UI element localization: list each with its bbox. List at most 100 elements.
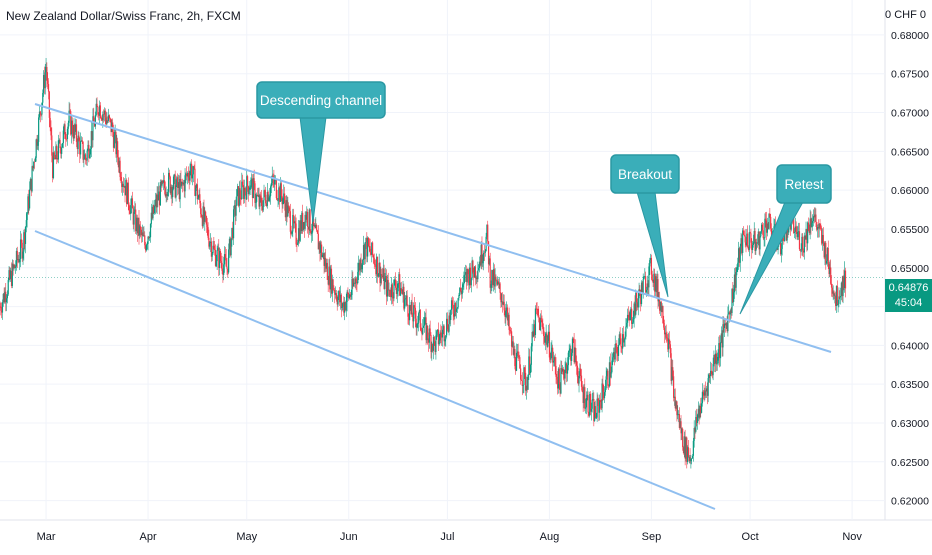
candle-body — [346, 291, 348, 303]
candle-body — [364, 242, 366, 260]
candle-body — [617, 344, 620, 356]
candle-body — [496, 279, 498, 285]
candle-body — [185, 173, 187, 176]
candle-body — [368, 246, 370, 247]
candle-body — [644, 276, 646, 277]
candle-body — [441, 329, 444, 338]
candle-body — [439, 332, 441, 341]
candle-body — [501, 301, 503, 303]
candle-body — [130, 198, 133, 206]
candle-body — [478, 268, 480, 271]
candle-body — [358, 262, 361, 271]
candle-body — [804, 235, 806, 240]
candle-body — [756, 242, 759, 244]
candle-body — [143, 235, 145, 236]
candle-body — [248, 189, 250, 195]
candle-body — [694, 428, 696, 432]
candle-body — [690, 459, 692, 462]
candle-body — [48, 91, 50, 118]
candle-body — [751, 244, 754, 250]
candle-body — [163, 180, 165, 183]
candle-body — [728, 312, 731, 315]
candle-body — [158, 191, 161, 206]
candle-body — [523, 367, 525, 385]
candle-body — [172, 188, 174, 198]
candle-body — [615, 343, 617, 346]
candle-body — [307, 226, 310, 230]
candle-body — [637, 298, 639, 308]
candle-body — [257, 195, 259, 196]
candle-body — [380, 274, 382, 283]
candle-body — [734, 274, 736, 288]
candle-body — [796, 231, 798, 238]
candle-body — [482, 261, 484, 264]
candle-body — [121, 180, 123, 187]
candle-body — [506, 307, 508, 312]
candle-body — [222, 270, 224, 275]
candle-body — [49, 117, 51, 128]
candle-body — [117, 141, 119, 158]
candle-body — [183, 182, 185, 192]
candle-body — [723, 324, 725, 328]
candle-body — [648, 266, 650, 288]
candle-body — [353, 282, 356, 284]
candle-body — [670, 353, 672, 381]
candle-body — [289, 211, 291, 232]
candle-body — [19, 259, 21, 263]
candle-body — [80, 141, 82, 155]
candle-body — [101, 117, 103, 121]
candle-body — [649, 260, 651, 267]
candle-body — [279, 187, 281, 202]
candle-body — [216, 250, 218, 262]
candle-body — [5, 298, 8, 303]
candle-body — [528, 356, 530, 376]
candle-body — [827, 247, 829, 265]
candle-body — [137, 217, 139, 234]
candle-body — [829, 267, 831, 275]
candle-body — [475, 277, 477, 279]
candle-body — [770, 228, 773, 239]
candle-body — [120, 177, 122, 181]
candle-body — [256, 194, 259, 196]
candle-body — [754, 231, 756, 252]
candle-body — [598, 400, 600, 413]
candle-body — [747, 233, 749, 247]
candle-body — [429, 328, 431, 336]
candle-body — [107, 120, 109, 121]
candle-body — [278, 187, 280, 200]
candle-body — [55, 146, 57, 160]
candle-body — [123, 185, 125, 187]
candle-body — [30, 178, 32, 192]
candle-body — [149, 237, 151, 238]
candle-body — [97, 107, 99, 115]
candle-body — [621, 346, 623, 349]
candle-body — [816, 227, 819, 230]
candle-body — [541, 320, 543, 327]
candle-body — [552, 360, 555, 363]
candle-body — [415, 318, 417, 328]
candle-body — [558, 368, 560, 384]
candle-body — [258, 195, 260, 207]
candle-body — [268, 197, 270, 201]
candle-body — [24, 226, 27, 244]
candle-body — [324, 257, 326, 266]
candle-body — [628, 317, 630, 320]
candle-body — [516, 351, 518, 353]
candle-body — [45, 67, 47, 73]
candle-body — [585, 407, 587, 409]
candle-body — [633, 303, 635, 320]
candle-body — [218, 247, 220, 268]
candle-body — [65, 138, 67, 140]
candle-body — [520, 368, 522, 380]
currency-label[interactable]: 0 CHF 0 — [885, 9, 926, 21]
candle-body — [311, 216, 314, 233]
candle-body — [253, 178, 255, 184]
candle-body — [57, 140, 59, 160]
candle-body — [356, 281, 358, 284]
candle-body — [418, 309, 421, 314]
candle-body — [486, 224, 488, 237]
candle-body — [150, 212, 152, 224]
candle-body — [505, 311, 507, 317]
candle-body — [597, 398, 599, 401]
